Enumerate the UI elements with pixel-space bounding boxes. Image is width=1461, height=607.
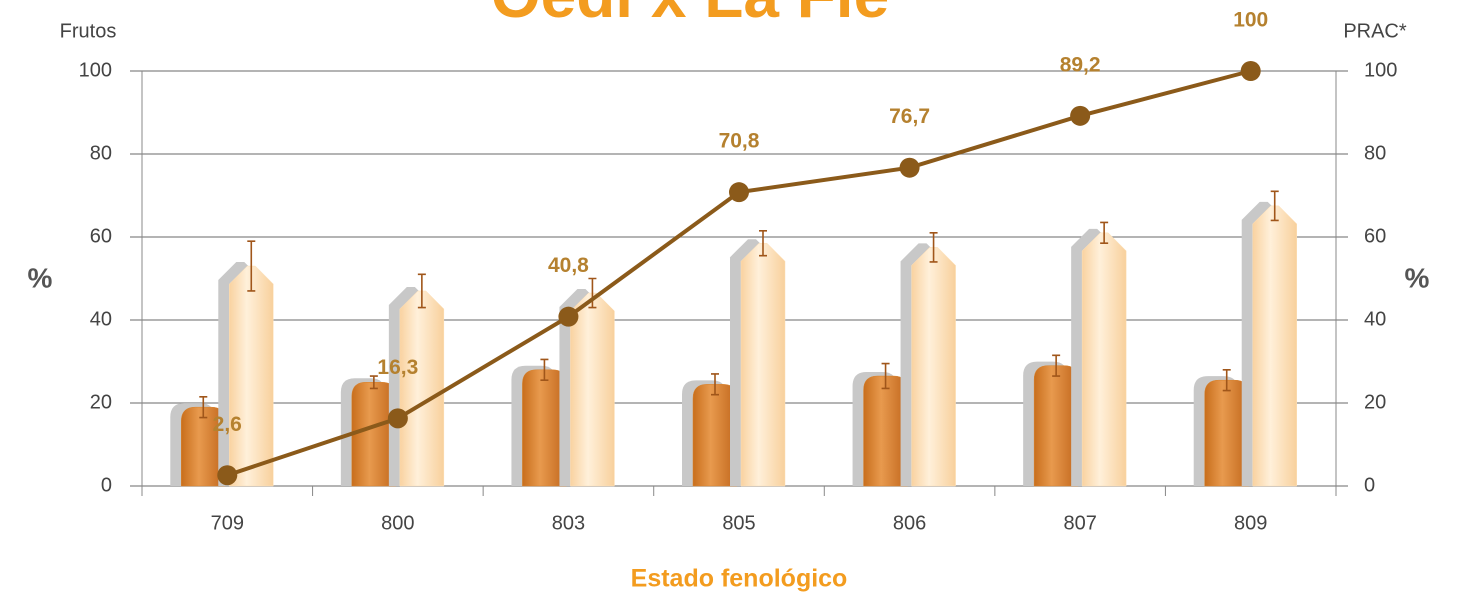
data-label: 70,8 [719, 130, 760, 153]
x-axis-label: Estado fenológico [631, 565, 848, 593]
y-tick-label: 20 [90, 391, 112, 413]
y-tick-label: 40 [90, 308, 112, 330]
y2-tick-label: 80 [1364, 142, 1386, 164]
bar [229, 265, 274, 487]
error-bar [759, 229, 767, 257]
y-tick-label: 100 [79, 59, 112, 81]
error-bar [540, 358, 549, 381]
bar [740, 242, 786, 487]
y2-tick-label: 60 [1364, 225, 1386, 247]
error-bar [247, 240, 256, 292]
chart-title: Oedi x La Fle [491, 0, 889, 31]
bar [911, 247, 956, 487]
error-bar [1100, 221, 1109, 245]
line-marker [729, 182, 749, 203]
data-label: 40,8 [548, 254, 589, 277]
data-label: 89,2 [1060, 53, 1101, 76]
x-tick-label: 809 [1234, 512, 1267, 534]
error-bar [199, 395, 208, 419]
y2-tick-label: 20 [1364, 391, 1386, 413]
x-tick-label: 806 [893, 512, 926, 534]
line-marker [558, 306, 579, 327]
error-bar [929, 232, 938, 263]
x-tick-label: 803 [552, 512, 585, 534]
error-bar [588, 277, 597, 309]
line-marker [387, 408, 408, 429]
y2-tick-label: 40 [1364, 308, 1386, 330]
data-label: 100 [1233, 9, 1268, 32]
data-label: 2,6 [213, 413, 242, 436]
bar [1252, 205, 1297, 487]
x-tick-label: 807 [1063, 512, 1096, 534]
y-tick-label: 60 [90, 225, 112, 247]
line-marker [1070, 105, 1091, 126]
error-bar [711, 373, 719, 396]
bar [570, 292, 615, 487]
y-tick-label: 80 [90, 142, 112, 164]
error-bar [1270, 190, 1279, 222]
y-axis-top-label: Frutos [60, 20, 117, 42]
error-bar [1052, 354, 1061, 377]
data-label: 16,3 [377, 356, 418, 379]
y2-tick-label: 0 [1364, 474, 1375, 496]
error-bar [417, 273, 426, 309]
y2-axis-top-label: PRAC* [1343, 20, 1407, 42]
y2-tick-label: 100 [1364, 59, 1397, 81]
error-bar [1222, 369, 1231, 392]
y-tick-label: 0 [101, 474, 112, 496]
error-bar [881, 362, 890, 390]
line-marker [899, 157, 920, 178]
y-axis-label: % [28, 262, 53, 293]
error-bar [369, 375, 378, 390]
line-marker [1240, 61, 1261, 81]
data-label: 76,7 [889, 105, 930, 128]
x-tick-label: 805 [722, 512, 755, 534]
x-tick-label: 800 [381, 512, 414, 534]
bar [399, 290, 445, 487]
y2-axis-label: % [1405, 262, 1430, 293]
bar [1081, 232, 1127, 487]
x-tick-label: 709 [211, 512, 244, 534]
line-marker [217, 465, 238, 486]
